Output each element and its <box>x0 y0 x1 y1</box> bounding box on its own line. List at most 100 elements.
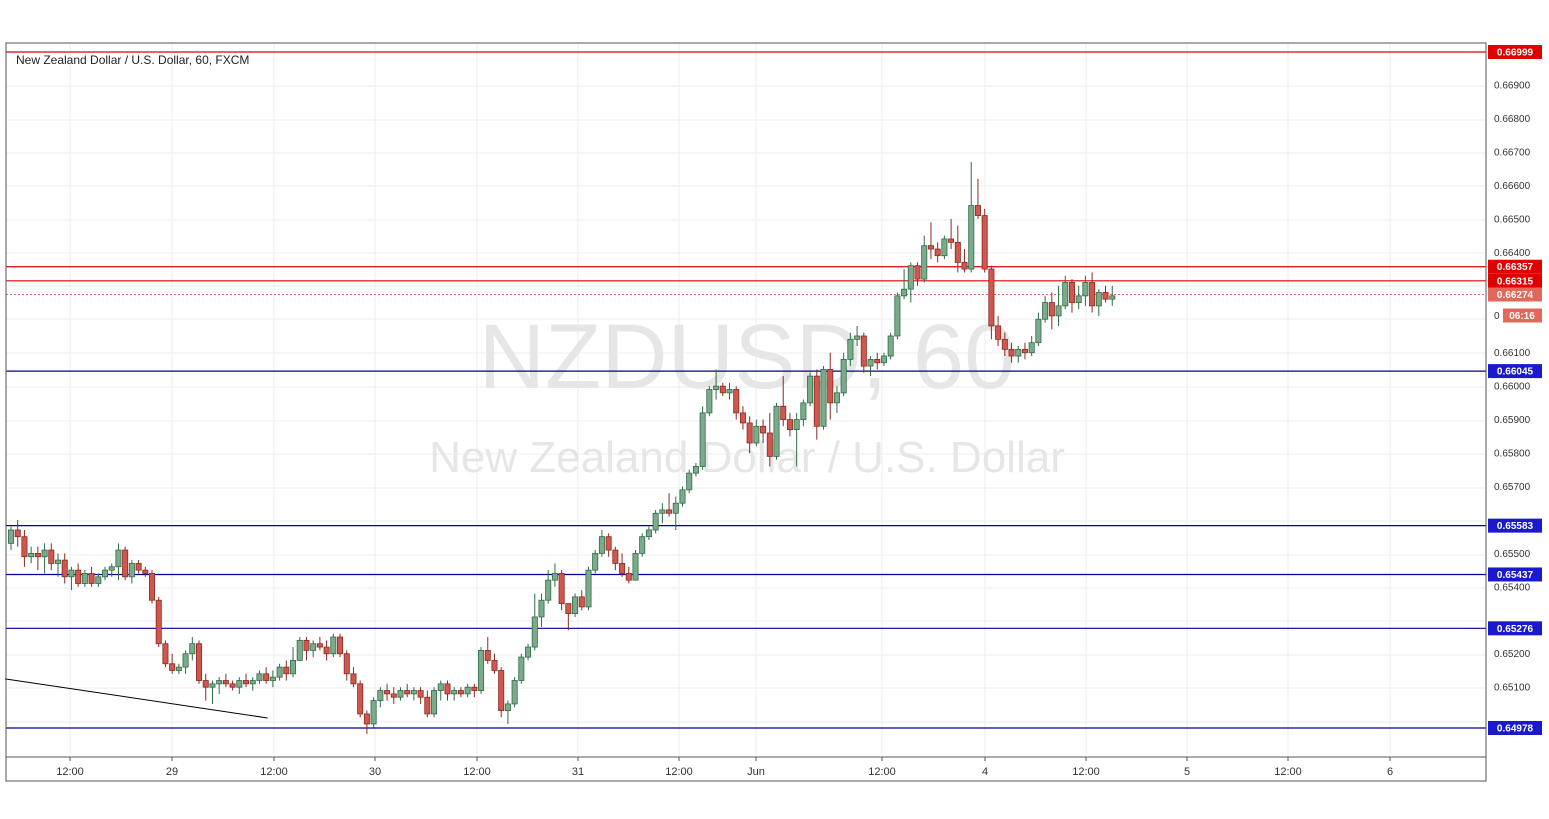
level-label-bg <box>1488 721 1542 735</box>
candle <box>907 262 914 303</box>
candle <box>948 218 955 250</box>
candle-body <box>498 670 505 712</box>
price-axis[interactable]: 0.66900 0.66800 0.66700 0.66600 0.66500 0.664… <box>1494 81 1531 694</box>
candle-body <box>276 666 283 678</box>
price-tick-label: 0.66500 <box>1494 214 1531 225</box>
candle-body <box>753 425 760 444</box>
candle <box>1075 285 1082 310</box>
candle <box>894 292 901 340</box>
candle-body <box>155 599 162 645</box>
candle <box>175 663 182 674</box>
candle <box>572 593 579 617</box>
candle <box>216 677 223 694</box>
level-label: 0.64978 <box>1497 724 1534 735</box>
candle-body <box>256 673 263 681</box>
candle-body <box>572 596 579 615</box>
candle <box>504 700 511 724</box>
time-axis[interactable]: 12:00 29 12:00 30 12:00 31 12:00 Jun 12:00 4 12:00… <box>56 757 1393 778</box>
candle-body <box>605 536 612 551</box>
candle-body <box>1042 302 1049 320</box>
candle-body <box>518 656 525 681</box>
price-tick-label: 0.66400 <box>1494 248 1531 259</box>
candle-body <box>840 358 847 394</box>
candle-body <box>209 683 216 688</box>
candle-body <box>1062 282 1069 307</box>
candle <box>196 640 203 684</box>
candle <box>1055 285 1062 326</box>
candle-body <box>981 215 988 270</box>
candle <box>666 493 673 517</box>
candle-body <box>525 646 532 658</box>
candle-body <box>263 673 270 681</box>
candle-body <box>927 245 934 250</box>
level-label-bg <box>1488 273 1542 288</box>
level-label-bg <box>1488 621 1542 636</box>
candle-body <box>34 552 41 558</box>
candle <box>55 553 62 577</box>
candle <box>1001 332 1008 357</box>
time-tick-label: 5 <box>1184 766 1190 778</box>
candle <box>464 683 471 698</box>
candle-body <box>269 676 276 681</box>
candle-body <box>229 683 236 688</box>
countdown-timer: 06:16 <box>1509 311 1535 322</box>
candle-body <box>592 552 599 571</box>
candle <box>95 573 102 587</box>
candle <box>988 265 995 340</box>
candle-body <box>451 690 458 695</box>
candle-body <box>860 335 867 367</box>
plot-frame <box>5 42 1487 782</box>
countdown-bg <box>1503 308 1542 323</box>
candle <box>887 332 894 360</box>
candle <box>88 566 95 587</box>
candle <box>578 590 585 611</box>
candle <box>867 356 874 377</box>
candle-body <box>545 579 552 601</box>
price-tick-label: 0.66800 <box>1494 114 1531 125</box>
level-label: 0.66357 <box>1497 262 1534 273</box>
candle <box>41 543 48 574</box>
candle-body <box>175 666 182 671</box>
candle-body <box>632 552 639 581</box>
candle-body <box>625 573 632 581</box>
level-label-bg <box>1488 567 1542 582</box>
candle <box>639 533 646 557</box>
time-tick-label: 4 <box>982 766 988 778</box>
candle-body <box>41 549 48 558</box>
level-label: 0.66999 <box>1497 48 1534 59</box>
candle <box>323 640 330 661</box>
price-tick-label: 0.66900 <box>1494 81 1531 92</box>
candle-body <box>115 549 122 568</box>
candle-body <box>478 649 485 691</box>
candle <box>269 670 276 688</box>
candle <box>296 637 303 661</box>
candle-body <box>578 596 585 608</box>
candle <box>1015 346 1022 363</box>
candle-body <box>310 643 317 651</box>
candle <box>283 660 290 681</box>
candle-body <box>377 690 384 701</box>
candle-body <box>28 552 35 558</box>
candle <box>914 262 921 286</box>
time-tick-label: 12:00 <box>665 766 693 778</box>
hidden-price-fragment: 0 <box>1494 311 1500 322</box>
candle <box>1035 312 1042 347</box>
candle-body <box>639 536 646 554</box>
candle-body <box>142 569 149 574</box>
candle <box>511 677 518 708</box>
candle-body <box>820 369 827 427</box>
candle <box>202 673 209 701</box>
candle <box>182 650 189 674</box>
candle <box>518 653 525 684</box>
candle <box>243 673 250 688</box>
horizontal-levels[interactable] <box>6 51 1486 729</box>
level-label: 0.66045 <box>1497 367 1534 378</box>
candle <box>1008 342 1015 363</box>
candle <box>417 687 424 704</box>
trendline[interactable] <box>4 678 268 719</box>
candle <box>1021 342 1028 360</box>
candle <box>874 352 881 370</box>
candle-body <box>417 690 424 698</box>
candle-body <box>585 569 592 608</box>
